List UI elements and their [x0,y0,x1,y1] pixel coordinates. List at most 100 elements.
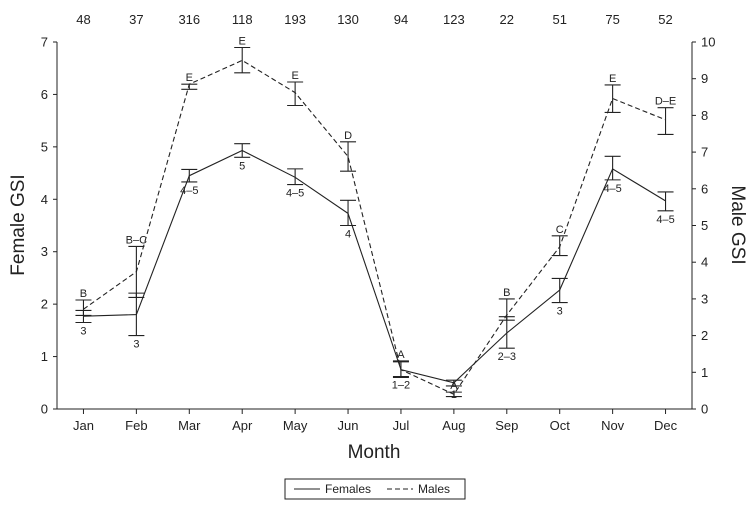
error-bar [445,379,462,387]
female-group-label: 4–5 [656,214,674,226]
sample-counts: 48 37 316 118 193 130 94 123 22 51 75 52 [76,12,673,27]
female-group-label: 4 [345,229,351,241]
error-bar [128,245,145,298]
error-bar [392,360,409,378]
y-right-tick-label: 7 [701,145,708,160]
female-group-label: 4–5 [603,183,621,195]
y-right-tick-label: 5 [701,218,708,233]
x-tick-label: Mar [178,418,201,433]
female-group-label: 2–3 [498,351,516,363]
female-group-label: 5 [239,160,245,172]
y-left-tick-label: 4 [41,192,48,207]
error-bar [181,83,198,90]
series-line-females [83,149,666,384]
male-group-label: E [609,73,616,85]
male-group-label: D [344,130,352,142]
error-bar [551,235,568,257]
sample-count-label: 22 [500,12,514,27]
male-group-label: E [186,72,193,84]
male-group-label: A [450,380,458,392]
x-tick-label: Nov [601,418,625,433]
x-tick-label: Apr [232,418,253,433]
x-tick-label: Jun [338,418,359,433]
male-group-label: A [397,349,405,361]
sample-count-label: 130 [337,12,359,27]
x-tick-label: May [283,418,308,433]
x-tick-label: Oct [550,418,571,433]
male-group-label: B–C [126,234,147,246]
female-group-label: 4–5 [180,185,198,197]
female-group-label: 1–2 [392,379,410,391]
error-bar [445,391,462,398]
error-bar [657,191,674,212]
sample-count-label: 94 [394,12,408,27]
male-group-label: D–E [655,96,676,108]
error-bar [498,316,515,349]
male-group-label: E [239,36,246,48]
sample-count-label: 52 [658,12,672,27]
legend: Females Males [284,478,466,500]
error-bar [604,84,621,114]
x-tick-label: Jan [73,418,94,433]
error-bar [551,277,568,304]
error-bar [657,107,674,136]
sample-count-label: 123 [443,12,465,27]
y-left-tick-label: 0 [41,402,48,417]
x-tick-label: Feb [125,418,147,433]
y-left-tick-label: 6 [41,87,48,102]
female-group-label: 3 [133,339,139,351]
male-group-label: E [291,70,298,82]
y-right-tick-label: 0 [701,402,708,417]
y-left-tick-label: 2 [41,297,48,312]
error-bar [604,155,621,181]
male-group-label: B [503,287,510,299]
y-left-tick-label: 3 [41,244,48,259]
y-right-tick-label: 1 [701,365,708,380]
error-bar [340,141,357,172]
sample-count-label: 118 [232,12,253,27]
y-right-tick-label: 3 [701,291,708,306]
y-axis-title-right: Male GSI [727,185,748,264]
error-bar [340,199,357,227]
y-right-tick-label: 2 [701,328,708,343]
legend-box [284,478,466,500]
y-right-tick-label: 9 [701,71,708,86]
error-bar [181,168,198,183]
x-tick-label: Sep [495,418,518,433]
error-bar [287,168,304,186]
error-bar [234,46,251,74]
female-group-label: 4–5 [286,188,304,200]
error-bar [234,143,251,158]
female-group-label: 3 [557,306,563,318]
male-group-label: C [556,224,564,236]
sample-count-label: 75 [605,12,619,27]
y-right-tick-label: 6 [701,181,708,196]
error-bar [75,299,92,316]
error-bar [498,298,515,321]
axes: 0 1 2 3 4 5 6 7 0 1 2 3 4 5 6 7 8 9 10 Jan Feb Mar Apr May Jun Ju… [41,35,716,434]
y-right-tick-label: 8 [701,108,708,123]
sample-count-label: 51 [552,12,566,27]
y-left-tick-label: 5 [41,139,48,154]
y-right-tick-label: 4 [701,255,708,270]
x-tick-label: Dec [654,418,678,433]
sample-count-label: 193 [284,12,306,27]
y-left-tick-label: 7 [41,35,48,50]
series-line-males [83,59,666,395]
legend-females-label: Females [325,482,371,496]
female-group-label: 3 [80,325,86,337]
legend-males-label: Males [418,482,450,496]
x-tick-label: Aug [442,418,465,433]
male-group-label: B [80,288,87,300]
x-tick-label: Jul [393,418,410,433]
y-axis-title-left: Female GSI [8,174,29,275]
x-axis-title: Month [348,442,401,463]
error-bar [287,81,304,107]
sample-count-label: 316 [178,12,200,27]
sample-count-label: 37 [129,12,143,27]
y-left-tick-label: 1 [41,349,48,364]
y-right-tick-label: 10 [701,35,715,50]
sample-count-label: 48 [76,12,90,27]
